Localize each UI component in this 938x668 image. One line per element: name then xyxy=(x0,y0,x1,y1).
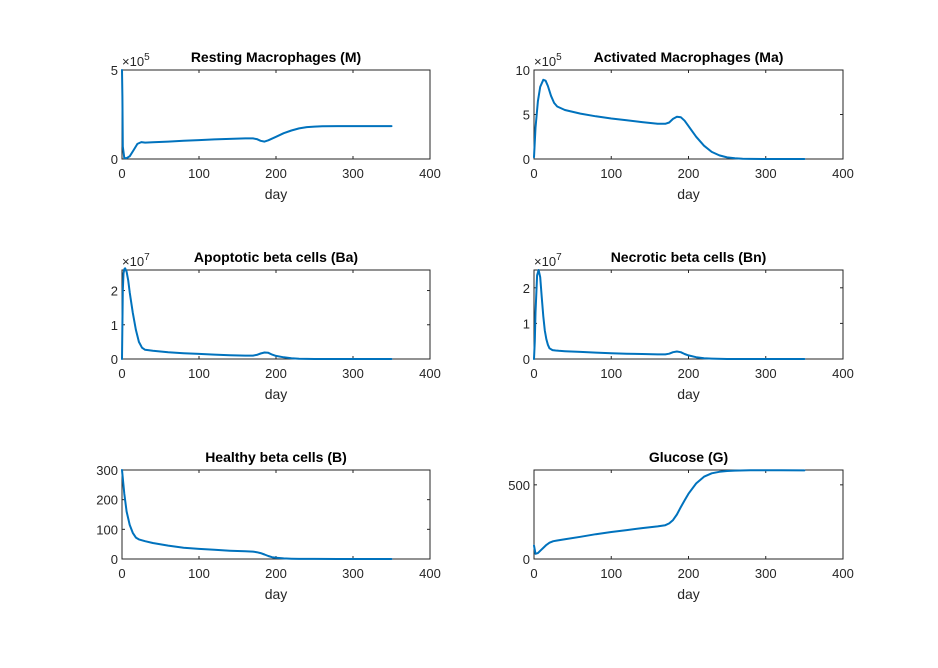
x-axis-label: day xyxy=(677,586,700,602)
y-exponent-label: ×105 xyxy=(122,52,150,69)
x-axis-label: day xyxy=(265,186,288,202)
series-line-Ba xyxy=(121,267,393,360)
chart-panel-Bn: 0 100 200 300 400 0 1 2 ×107 Necrotic beta cells … xyxy=(523,249,854,402)
x-tick-label: 400 xyxy=(832,566,854,581)
x-tick-label: 400 xyxy=(832,366,854,381)
y-exponent-base: ×10 xyxy=(534,254,556,269)
x-tick-label: 0 xyxy=(530,366,537,381)
y-exponent-label: ×105 xyxy=(534,52,562,69)
y-exponent-power: 7 xyxy=(144,252,150,263)
x-tick-label: 100 xyxy=(188,366,210,381)
series-line-Ma xyxy=(533,78,806,160)
x-tick-label: 300 xyxy=(342,566,364,581)
y-exponent-power: 5 xyxy=(144,52,150,63)
axes-box xyxy=(121,269,431,360)
chart-title: Resting Macrophages (M) xyxy=(191,49,361,65)
y-tick-label: 5 xyxy=(111,63,118,78)
chart-panel-G: 0 100 200 300 400 0 500 Glucose (G) day xyxy=(508,449,854,602)
y-tick-label: 0 xyxy=(523,152,530,167)
axes-box xyxy=(533,269,844,360)
y-tick-label: 0 xyxy=(111,552,118,567)
chart-title: Necrotic beta cells (Bn) xyxy=(611,249,767,265)
x-tick-label: 200 xyxy=(678,566,700,581)
chart-title: Glucose (G) xyxy=(649,449,728,465)
x-tick-label: 100 xyxy=(600,566,622,581)
x-tick-label: 400 xyxy=(419,366,441,381)
y-tick-label: 0 xyxy=(111,152,118,167)
series-line-G xyxy=(533,469,806,555)
y-tick-label: 5 xyxy=(523,108,530,123)
series-line-M xyxy=(121,69,393,160)
y-exponent-base: ×10 xyxy=(534,54,556,69)
chart-title: Activated Macrophages (Ma) xyxy=(594,49,784,65)
x-tick-label: 400 xyxy=(419,566,441,581)
y-exponent-label: ×107 xyxy=(122,252,150,269)
y-exponent-base: ×10 xyxy=(122,254,144,269)
x-tick-label: 0 xyxy=(530,166,537,181)
x-tick-label: 200 xyxy=(678,366,700,381)
x-tick-label: 200 xyxy=(265,166,287,181)
y-tick-label: 1 xyxy=(523,316,530,331)
y-tick-label: 200 xyxy=(96,493,118,508)
y-exponent-power: 5 xyxy=(556,52,562,63)
y-tick-label: 10 xyxy=(516,63,530,78)
x-tick-label: 300 xyxy=(755,366,777,381)
y-tick-label: 0 xyxy=(523,352,530,367)
chart-panel-Ba: 0 100 200 300 400 0 1 2 ×107 Apoptotic beta cells… xyxy=(111,249,441,402)
x-tick-label: 300 xyxy=(755,166,777,181)
x-tick-label: 400 xyxy=(832,166,854,181)
y-exponent-label: ×107 xyxy=(534,252,562,269)
y-tick-label: 2 xyxy=(111,284,118,299)
y-tick-label: 500 xyxy=(508,478,530,493)
y-exponent-power: 7 xyxy=(556,252,562,263)
series-line-B xyxy=(121,469,393,560)
x-tick-label: 100 xyxy=(188,566,210,581)
x-tick-label: 200 xyxy=(678,166,700,181)
x-tick-label: 100 xyxy=(188,166,210,181)
y-tick-label: 300 xyxy=(96,463,118,478)
x-tick-label: 400 xyxy=(419,166,441,181)
x-tick-label: 100 xyxy=(600,166,622,181)
x-axis-label: day xyxy=(265,386,288,402)
x-axis-label: day xyxy=(677,386,700,402)
y-tick-label: 1 xyxy=(111,318,118,333)
y-tick-label: 2 xyxy=(523,281,530,296)
axes-box xyxy=(533,469,844,560)
y-exponent-base: ×10 xyxy=(122,54,144,69)
x-tick-label: 100 xyxy=(600,366,622,381)
chart-panel-B: 0 100 200 300 400 0 100 200 300 Healthy beta cell… xyxy=(96,449,441,602)
y-tick-label: 0 xyxy=(111,352,118,367)
x-tick-label: 0 xyxy=(118,566,125,581)
y-tick-label: 100 xyxy=(96,522,118,537)
x-axis-label: day xyxy=(677,186,700,202)
x-tick-label: 200 xyxy=(265,566,287,581)
x-tick-label: 0 xyxy=(530,566,537,581)
x-tick-label: 300 xyxy=(342,166,364,181)
series-line-Bn xyxy=(533,269,806,360)
x-tick-label: 300 xyxy=(342,366,364,381)
x-tick-label: 200 xyxy=(265,366,287,381)
y-tick-label: 0 xyxy=(523,552,530,567)
chart-title: Healthy beta cells (B) xyxy=(205,449,347,465)
x-tick-label: 0 xyxy=(118,166,125,181)
x-tick-label: 0 xyxy=(118,366,125,381)
x-tick-label: 300 xyxy=(755,566,777,581)
chart-title: Apoptotic beta cells (Ba) xyxy=(194,249,358,265)
x-axis-label: day xyxy=(265,586,288,602)
axes-box xyxy=(121,69,431,160)
